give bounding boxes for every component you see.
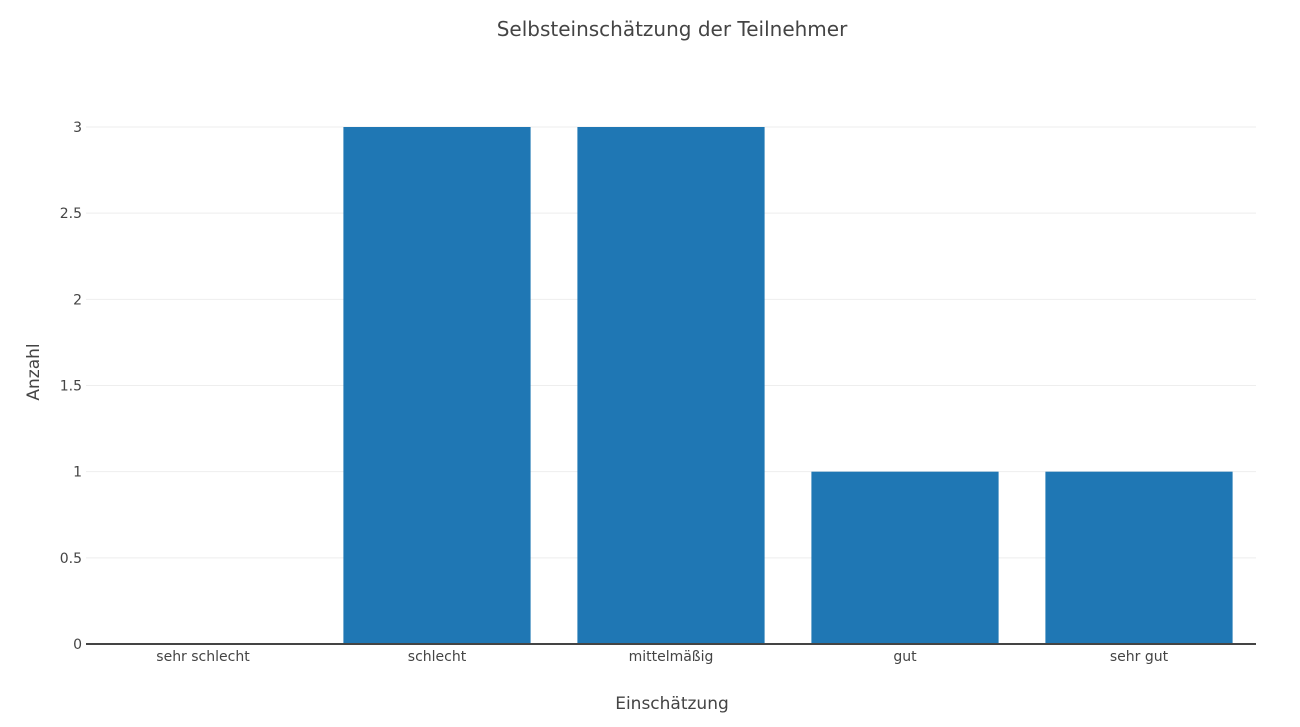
y-axis-title: Anzahl [24, 343, 44, 400]
y-tick-label: 2 [73, 292, 82, 308]
y-tick-label: 0.5 [60, 551, 82, 567]
bar-schlecht [343, 127, 531, 644]
y-axis-ticks: 0 0.5 1 1.5 2 2.5 3 [60, 120, 82, 653]
x-tick-label: mittelmäßig [629, 649, 714, 665]
bar-mittelmäßig [577, 127, 765, 644]
y-tick-label: 1.5 [60, 379, 82, 395]
y-tick-label: 3 [73, 120, 82, 136]
y-tick-label: 1 [73, 465, 82, 481]
x-tick-label: gut [893, 649, 917, 665]
bars [343, 127, 1233, 644]
bar-gut [811, 471, 999, 644]
bar-sehr-gut [1045, 471, 1233, 644]
y-tick-label: 0 [73, 637, 82, 653]
x-tick-label: sehr gut [1110, 649, 1169, 665]
x-tick-label: schlecht [408, 649, 467, 665]
x-axis-title: Einschätzung [615, 694, 729, 714]
x-axis-ticks: sehr schlecht schlecht mittelmäßig gut sehr … [156, 649, 1168, 665]
chart-title: Selbsteinschätzung der Teilnehmer [497, 17, 848, 41]
y-tick-label: 2.5 [60, 206, 82, 222]
x-tick-label: sehr schlecht [156, 649, 250, 665]
